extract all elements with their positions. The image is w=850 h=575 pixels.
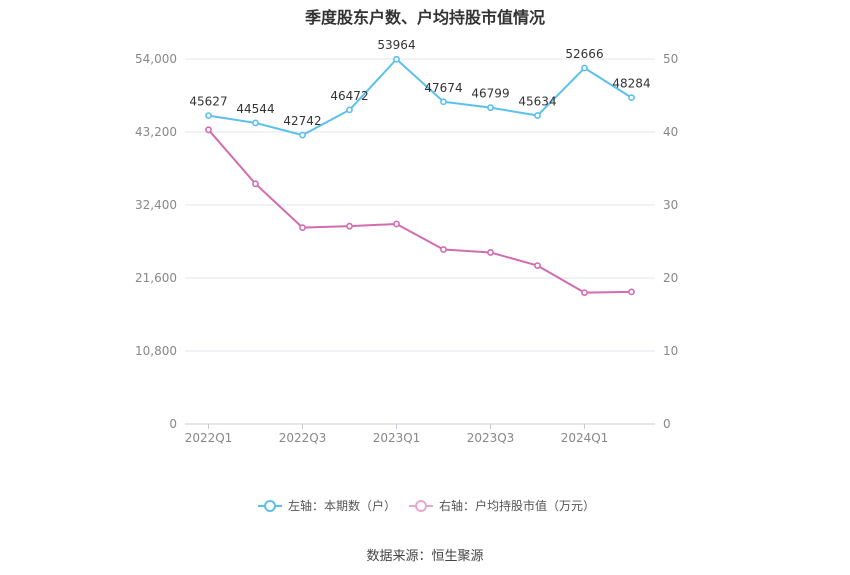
series-point-1[interactable] — [252, 180, 259, 188]
series-point-0[interactable] — [487, 104, 494, 112]
series-point-1[interactable] — [487, 249, 494, 256]
series-point-0[interactable] — [205, 112, 212, 119]
legend: 左轴：本期数（户） 右轴：户均持股市值（万元） — [258, 498, 595, 513]
x-axis-tick-label: 2024Q1 — [561, 431, 609, 445]
right-axis-tick-label: 30 — [663, 198, 678, 212]
right-axis-tick-label: 50 — [663, 52, 678, 66]
series-point-1[interactable] — [346, 222, 353, 230]
series-point-1[interactable] — [440, 246, 447, 253]
data-label: 47674 — [424, 81, 462, 95]
series-point-0[interactable] — [440, 98, 447, 106]
x-axis-tick-label: 2022Q3 — [279, 431, 327, 445]
series-point-0[interactable] — [628, 94, 635, 102]
right-axis-tick-label: 10 — [663, 344, 678, 358]
left-axis-tick-label: 10,800 — [135, 344, 177, 358]
left-axis-tick-label: 21,600 — [135, 271, 177, 285]
legend-swatch-marker[interactable] — [264, 500, 276, 512]
series-point-0[interactable] — [581, 64, 588, 72]
data-label: 52666 — [565, 47, 603, 61]
series-line-0 — [208, 58, 633, 137]
data-label: 42742 — [283, 114, 321, 128]
data-label: 45627 — [189, 95, 227, 109]
series-point-0[interactable] — [252, 119, 259, 127]
series-line-1 — [207, 129, 632, 294]
series-point-0[interactable] — [534, 112, 541, 119]
data-source: 数据来源：恒生聚源 — [366, 549, 484, 564]
data-label: 48284 — [612, 77, 650, 91]
grid-lines — [185, 58, 655, 352]
legend-label[interactable]: 左轴：本期数（户） — [288, 498, 396, 513]
left-axis-tick-label: 43,200 — [135, 125, 177, 139]
series-point-1[interactable] — [581, 289, 588, 296]
left-axis-tick-label: 54,000 — [135, 52, 177, 66]
left-axis-tick-label: 32,400 — [135, 198, 177, 212]
data-labels: 45627 44544 42742 46472 53964 47674 46799 45634… — [189, 38, 650, 128]
series-layer — [205, 55, 635, 296]
x-axis-tick-label: 2023Q1 — [373, 431, 421, 445]
series-point-0[interactable] — [346, 106, 353, 114]
right-axis-tick-label: 0 — [663, 417, 671, 431]
series-point-1[interactable] — [205, 126, 212, 134]
legend-swatch-marker[interactable] — [415, 500, 427, 512]
legend-label[interactable]: 右轴：户均持股市值（万元） — [439, 498, 595, 513]
series-point-0[interactable] — [299, 131, 306, 139]
right-axis-tick-label: 20 — [663, 271, 678, 285]
x-axis-tick-label: 2023Q3 — [467, 431, 515, 445]
left-axis-tick-label: 0 — [169, 417, 177, 431]
series-point-1[interactable] — [628, 288, 635, 296]
data-label: 45634 — [518, 95, 556, 109]
x-axis-tick-label: 2022Q1 — [185, 431, 233, 445]
series-point-0[interactable] — [393, 55, 400, 63]
data-label: 44544 — [236, 102, 274, 116]
data-label: 53964 — [377, 38, 415, 52]
series-point-1[interactable] — [534, 262, 541, 269]
axes: 0 10,800 21,600 32,400 43,200 54,000 0 10 20 30 40… — [135, 52, 678, 445]
chart-title: 季度股东户数、户均持股市值情况 — [304, 8, 545, 27]
data-label: 46799 — [471, 87, 509, 101]
series-point-1[interactable] — [299, 224, 306, 232]
series-point-1[interactable] — [393, 220, 400, 228]
right-axis-tick-label: 40 — [663, 125, 678, 139]
data-label: 46472 — [330, 89, 368, 103]
